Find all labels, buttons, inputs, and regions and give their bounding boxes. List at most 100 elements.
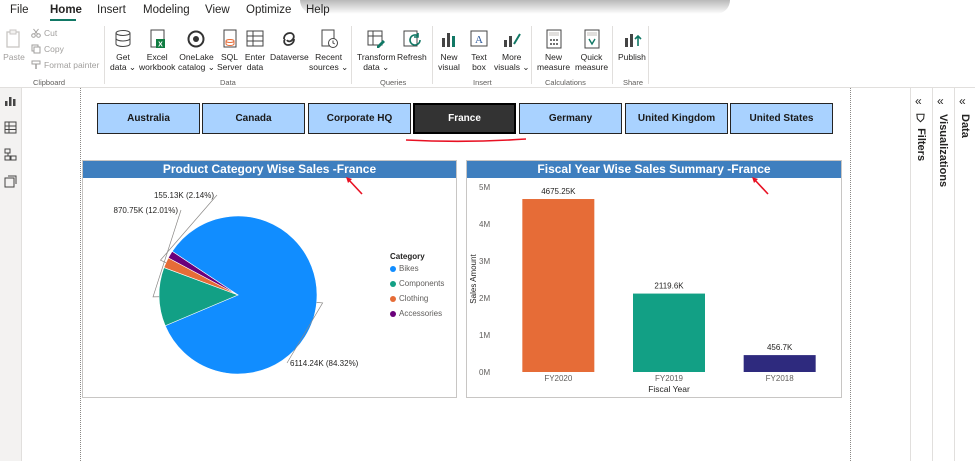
chevron-left-icon[interactable]: « (915, 94, 922, 108)
y-tick-label: 3M (479, 257, 490, 266)
sql-server-button[interactable]: SQL Server (217, 28, 242, 72)
group-label-clipboard: Clipboard (33, 78, 66, 87)
slicer-canada[interactable]: Canada (202, 103, 305, 134)
legend-dot (390, 295, 396, 302)
menu-help[interactable]: Help (306, 4, 330, 16)
legend-item-bikes[interactable]: Bikes (390, 264, 419, 273)
menu-view[interactable]: View (205, 4, 230, 16)
pie-slice-components[interactable] (158, 267, 239, 327)
onelake-label: OneLake (179, 52, 214, 62)
quick-measure-button[interactable]: Quick measure (575, 28, 608, 72)
bar-fy2018[interactable] (743, 355, 816, 372)
pie-leader-line (152, 209, 182, 298)
menu-home[interactable]: Home (50, 4, 82, 16)
text-box-sub: box (472, 62, 486, 72)
copy-button[interactable]: Copy (31, 44, 64, 54)
cut-button[interactable]: Cut (31, 28, 57, 38)
pie-chart-visual[interactable]: Product Category Wise Sales -France 6114… (82, 160, 457, 398)
dax-query-view-icon[interactable] (4, 175, 17, 188)
slicer-australia[interactable]: Australia (97, 103, 200, 134)
svg-text:X: X (158, 42, 163, 49)
excel-workbook-button[interactable]: X Excel workbook (139, 28, 175, 72)
recent-label: Recent (315, 52, 343, 62)
x-tick-label: FY2018 (766, 374, 795, 383)
slicer-united-kingdom[interactable]: United Kingdom (625, 103, 728, 134)
slicer-corporate-hq[interactable]: Corporate HQ (308, 103, 411, 134)
slicer-united-states[interactable]: United States (730, 103, 833, 134)
slicer-germany[interactable]: Germany (519, 103, 622, 134)
new-visual-button[interactable]: New visual (438, 28, 460, 72)
x-tick-label: FY2020 (544, 374, 573, 383)
menu-file[interactable]: File (10, 4, 29, 16)
recent-sources-icon (321, 29, 338, 48)
quick-measure-label: Quick (580, 52, 603, 62)
publish-button[interactable]: Publish (618, 28, 646, 62)
y-tick-label: 4M (479, 220, 490, 229)
dataverse-label: Dataverse (270, 52, 309, 62)
text-box-button[interactable]: A Text box (468, 28, 490, 72)
menu-modeling[interactable]: Modeling (143, 4, 190, 16)
y-tick-label: 0M (479, 368, 490, 377)
annotation-arrow (752, 177, 769, 195)
view-switcher-rail (0, 88, 22, 461)
pie-leader-line (159, 194, 218, 263)
pie-slice-bikes[interactable] (164, 215, 318, 375)
pie-chart-plot: 6114.24K (84.32%) 870.75K (12.01%) 155.13K… (114, 191, 359, 375)
onelake-catalog-button[interactable]: OneLake catalog ⌄ (178, 28, 215, 72)
y-tick-label: 2M (479, 294, 490, 303)
paste-label: Paste (3, 52, 25, 62)
chevron-left-icon[interactable]: « (937, 94, 944, 108)
filters-pane[interactable]: « ⛉ Filters (910, 88, 932, 461)
enter-data-button[interactable]: Enter data (244, 28, 266, 72)
get-data-button[interactable]: Get data ⌄ (110, 28, 136, 72)
data-pane[interactable]: « Data (954, 88, 975, 461)
group-label-share: Share (623, 78, 644, 87)
bar-chart-visual[interactable]: Fiscal Year Wise Sales Summary -France 0… (466, 160, 842, 398)
transform-data-button[interactable]: Transform data ⌄ (357, 28, 395, 72)
menu-optimize[interactable]: Optimize (246, 4, 292, 16)
legend-item-clothing[interactable]: Clothing (390, 294, 428, 303)
more-visuals-label: More (502, 52, 522, 62)
get-data-label: Get (116, 52, 130, 62)
more-visuals-button[interactable]: More visuals ⌄ (494, 28, 529, 72)
sql-server-icon (223, 29, 237, 48)
x-tick-label: FY2019 (655, 374, 684, 383)
refresh-label: Refresh (397, 52, 427, 62)
ribbon-separator (104, 26, 105, 84)
paste-button[interactable]: Paste (3, 28, 25, 62)
ribbon-separator (351, 26, 352, 84)
canvas-boundary-right (850, 88, 851, 461)
visualizations-pane[interactable]: « Visualizations (932, 88, 954, 461)
scissors-icon (31, 28, 41, 38)
chevron-left-icon[interactable]: « (959, 94, 966, 108)
new-measure-label: New (545, 52, 563, 62)
group-label-queries: Queries (380, 78, 407, 87)
active-tab-indicator (50, 19, 76, 21)
dataverse-button[interactable]: Dataverse (270, 28, 309, 62)
legend-label: Clothing (399, 294, 429, 303)
pie-slice-accessories[interactable] (167, 250, 239, 296)
menu-insert[interactable]: Insert (97, 4, 126, 16)
window-shadow (300, 0, 730, 14)
legend-title: Category (390, 252, 425, 261)
legend-item-accessories[interactable]: Accessories (390, 309, 442, 318)
legend-item-components[interactable]: Components (390, 279, 444, 288)
bar-fy2019[interactable] (633, 293, 705, 372)
y-tick-label: 1M (479, 331, 490, 340)
annotation-underline (405, 138, 527, 143)
model-view-icon[interactable] (4, 148, 17, 161)
new-measure-button[interactable]: New measure (537, 28, 570, 72)
table-view-icon[interactable] (4, 121, 17, 134)
legend-dot (390, 310, 396, 317)
recent-sources-button[interactable]: Recent sources ⌄ (309, 28, 348, 72)
copy-icon (31, 44, 41, 54)
report-view-icon[interactable] (4, 94, 17, 107)
canvas-boundary-left (80, 88, 81, 461)
group-label-data: Data (220, 78, 236, 87)
format-painter-button[interactable]: Format painter (31, 60, 99, 70)
bar-fy2020[interactable] (522, 199, 595, 372)
pie-chart-title: Product Category Wise Sales -France (83, 161, 456, 178)
slicer-france[interactable]: France (413, 103, 516, 134)
refresh-button[interactable]: Refresh (397, 28, 427, 62)
filters-pane-label: ⛉ Filters (915, 114, 927, 161)
